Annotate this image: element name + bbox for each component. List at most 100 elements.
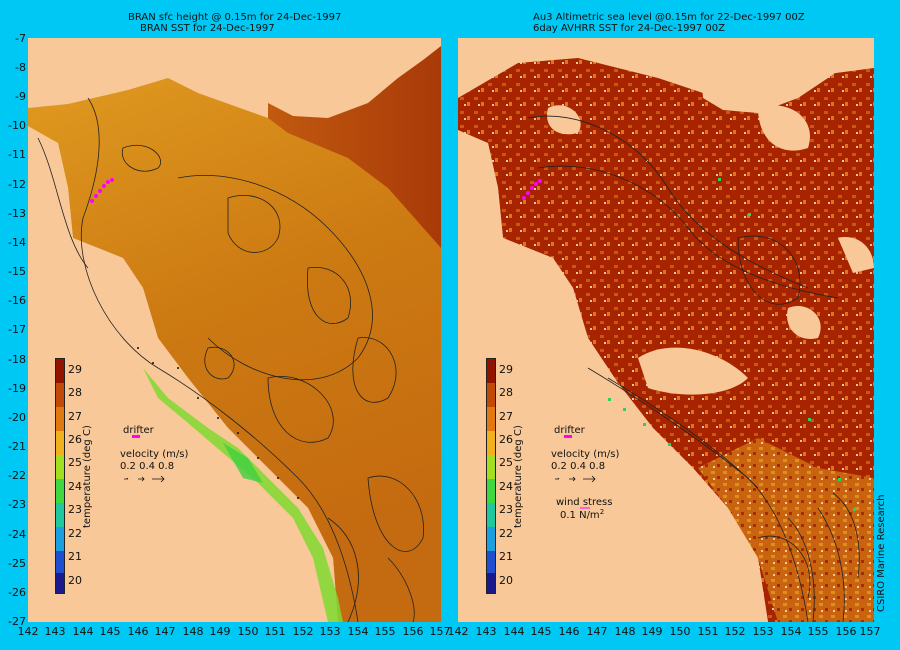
lat-tick: -20 bbox=[8, 411, 26, 424]
legend-velocity-arrows bbox=[124, 475, 165, 483]
sea-coastal-green bbox=[223, 443, 263, 483]
lon-tick-right: 149 bbox=[641, 625, 663, 638]
lat-tick: -23 bbox=[8, 498, 26, 511]
lat-tick: -26 bbox=[8, 586, 26, 599]
legend-drifter-mark bbox=[564, 435, 572, 438]
cb-tick: 29 bbox=[499, 363, 513, 376]
lat-tick: -22 bbox=[8, 469, 26, 482]
cb-tick: 27 bbox=[499, 410, 513, 423]
cb-tick: 24 bbox=[499, 480, 513, 493]
lon-tick-right: 152 bbox=[724, 625, 746, 638]
lon-tick-left: 156 bbox=[402, 625, 424, 638]
lon-tick-right: 142 bbox=[447, 625, 469, 638]
lon-tick-left: 148 bbox=[182, 625, 204, 638]
legend-velocity-arrows bbox=[555, 475, 596, 483]
lon-tick-right: 154 bbox=[780, 625, 802, 638]
cb-tick: 21 bbox=[68, 550, 82, 563]
left-map-svg: 29 28 27 26 25 24 23 22 21 20 temperatur… bbox=[28, 38, 441, 622]
colorbar-label: temperature (deg C) bbox=[82, 425, 93, 528]
legend-velocity-values: 0.2 0.4 0.8 bbox=[551, 461, 605, 472]
lon-tick-left: 154 bbox=[347, 625, 369, 638]
lon-tick-left: 149 bbox=[209, 625, 231, 638]
lat-tick: -13 bbox=[8, 207, 26, 220]
lon-tick-right: 143 bbox=[475, 625, 497, 638]
cb-tick: 28 bbox=[68, 386, 82, 399]
sea-sst-field bbox=[28, 78, 441, 622]
lon-tick-right: 150 bbox=[669, 625, 691, 638]
lon-tick-left: 157 bbox=[429, 625, 451, 638]
right-map-panel: 29 28 27 26 25 24 23 22 21 20 temperatur… bbox=[458, 38, 874, 622]
land-cape-york bbox=[458, 130, 768, 622]
cb-tick: 29 bbox=[68, 363, 82, 376]
lon-tick-right: 155 bbox=[807, 625, 829, 638]
lat-tick: -11 bbox=[8, 148, 26, 161]
height-contours bbox=[37, 97, 424, 622]
lon-tick-left: 146 bbox=[127, 625, 149, 638]
cloud-gaps bbox=[547, 105, 874, 395]
cb-tick: 28 bbox=[499, 386, 513, 399]
sea-south-warm bbox=[698, 438, 874, 622]
cb-tick: 26 bbox=[499, 433, 513, 446]
legend-velocity-label: velocity (m/s) bbox=[120, 449, 188, 460]
lon-tick-right: 151 bbox=[697, 625, 719, 638]
legend-drifter-label: drifter bbox=[554, 425, 586, 436]
lon-tick-right: 157 bbox=[859, 625, 881, 638]
cool-speckles bbox=[608, 178, 856, 511]
legend-wind-stress-label: wind stress bbox=[556, 497, 612, 508]
cb-tick: 20 bbox=[499, 574, 513, 587]
credit-text: CSIRO Marine Research bbox=[876, 494, 887, 612]
lon-tick-right: 144 bbox=[503, 625, 525, 638]
drifter-track bbox=[90, 178, 114, 203]
lat-tick: -15 bbox=[8, 265, 26, 278]
cb-tick: 26 bbox=[68, 433, 82, 446]
lon-tick-left: 147 bbox=[154, 625, 176, 638]
drifter-track bbox=[522, 179, 542, 200]
land-cape-york bbox=[28, 126, 338, 622]
left-title-line2: BRAN SST for 24-Dec-1997 bbox=[140, 23, 275, 34]
lon-tick-left: 144 bbox=[72, 625, 94, 638]
cb-tick: 20 bbox=[68, 574, 82, 587]
sea-coastal-cool bbox=[143, 368, 343, 622]
land-new-guinea bbox=[258, 38, 441, 118]
lon-tick-left: 142 bbox=[17, 625, 39, 638]
land-new-guinea bbox=[698, 38, 874, 113]
cb-tick: 23 bbox=[499, 503, 513, 516]
cb-tick: 21 bbox=[499, 550, 513, 563]
reef-markers bbox=[137, 347, 299, 499]
right-title-line2: 6day AVHRR SST for 24-Dec-1997 00Z bbox=[533, 23, 725, 34]
lon-tick-left: 153 bbox=[319, 625, 341, 638]
cb-tick: 22 bbox=[499, 527, 513, 540]
lon-tick-right: 146 bbox=[558, 625, 580, 638]
cb-tick: 22 bbox=[68, 527, 82, 540]
lat-tick: -27 bbox=[8, 615, 26, 628]
right-map-svg: 29 28 27 26 25 24 23 22 21 20 temperatur… bbox=[458, 38, 874, 622]
legend-velocity-label: velocity (m/s) bbox=[551, 449, 619, 460]
lat-tick: -24 bbox=[8, 528, 26, 541]
lat-tick: -14 bbox=[8, 236, 26, 249]
colorbar-label: temperature (deg C) bbox=[513, 425, 524, 528]
lon-tick-left: 150 bbox=[237, 625, 259, 638]
colorbar-left bbox=[55, 358, 65, 594]
lon-tick-left: 143 bbox=[44, 625, 66, 638]
lon-tick-right: 148 bbox=[614, 625, 636, 638]
lat-tick: -10 bbox=[8, 119, 26, 132]
lat-tick: -8 bbox=[15, 61, 26, 74]
lat-tick: -7 bbox=[15, 32, 26, 45]
lon-tick-right: 147 bbox=[586, 625, 608, 638]
lon-tick-left: 151 bbox=[264, 625, 286, 638]
lon-tick-left: 145 bbox=[99, 625, 121, 638]
lat-tick: -12 bbox=[8, 178, 26, 191]
colorbar-left-ticks: 29 28 27 26 25 24 23 22 21 20 bbox=[68, 363, 82, 587]
cb-tick: 25 bbox=[499, 456, 513, 469]
lat-tick: -19 bbox=[8, 382, 26, 395]
lat-tick: -16 bbox=[8, 294, 26, 307]
legend-velocity-values: 0.2 0.4 0.8 bbox=[120, 461, 174, 472]
left-title-line1: BRAN sfc height @ 0.15m for 24-Dec-1997 bbox=[128, 12, 342, 23]
height-contours bbox=[527, 115, 860, 622]
cb-tick: 27 bbox=[68, 410, 82, 423]
legend-drifter-label: drifter bbox=[123, 425, 155, 436]
colorbar-right bbox=[486, 358, 496, 594]
lon-tick-right: 153 bbox=[752, 625, 774, 638]
legend-drifter-mark bbox=[132, 435, 140, 438]
